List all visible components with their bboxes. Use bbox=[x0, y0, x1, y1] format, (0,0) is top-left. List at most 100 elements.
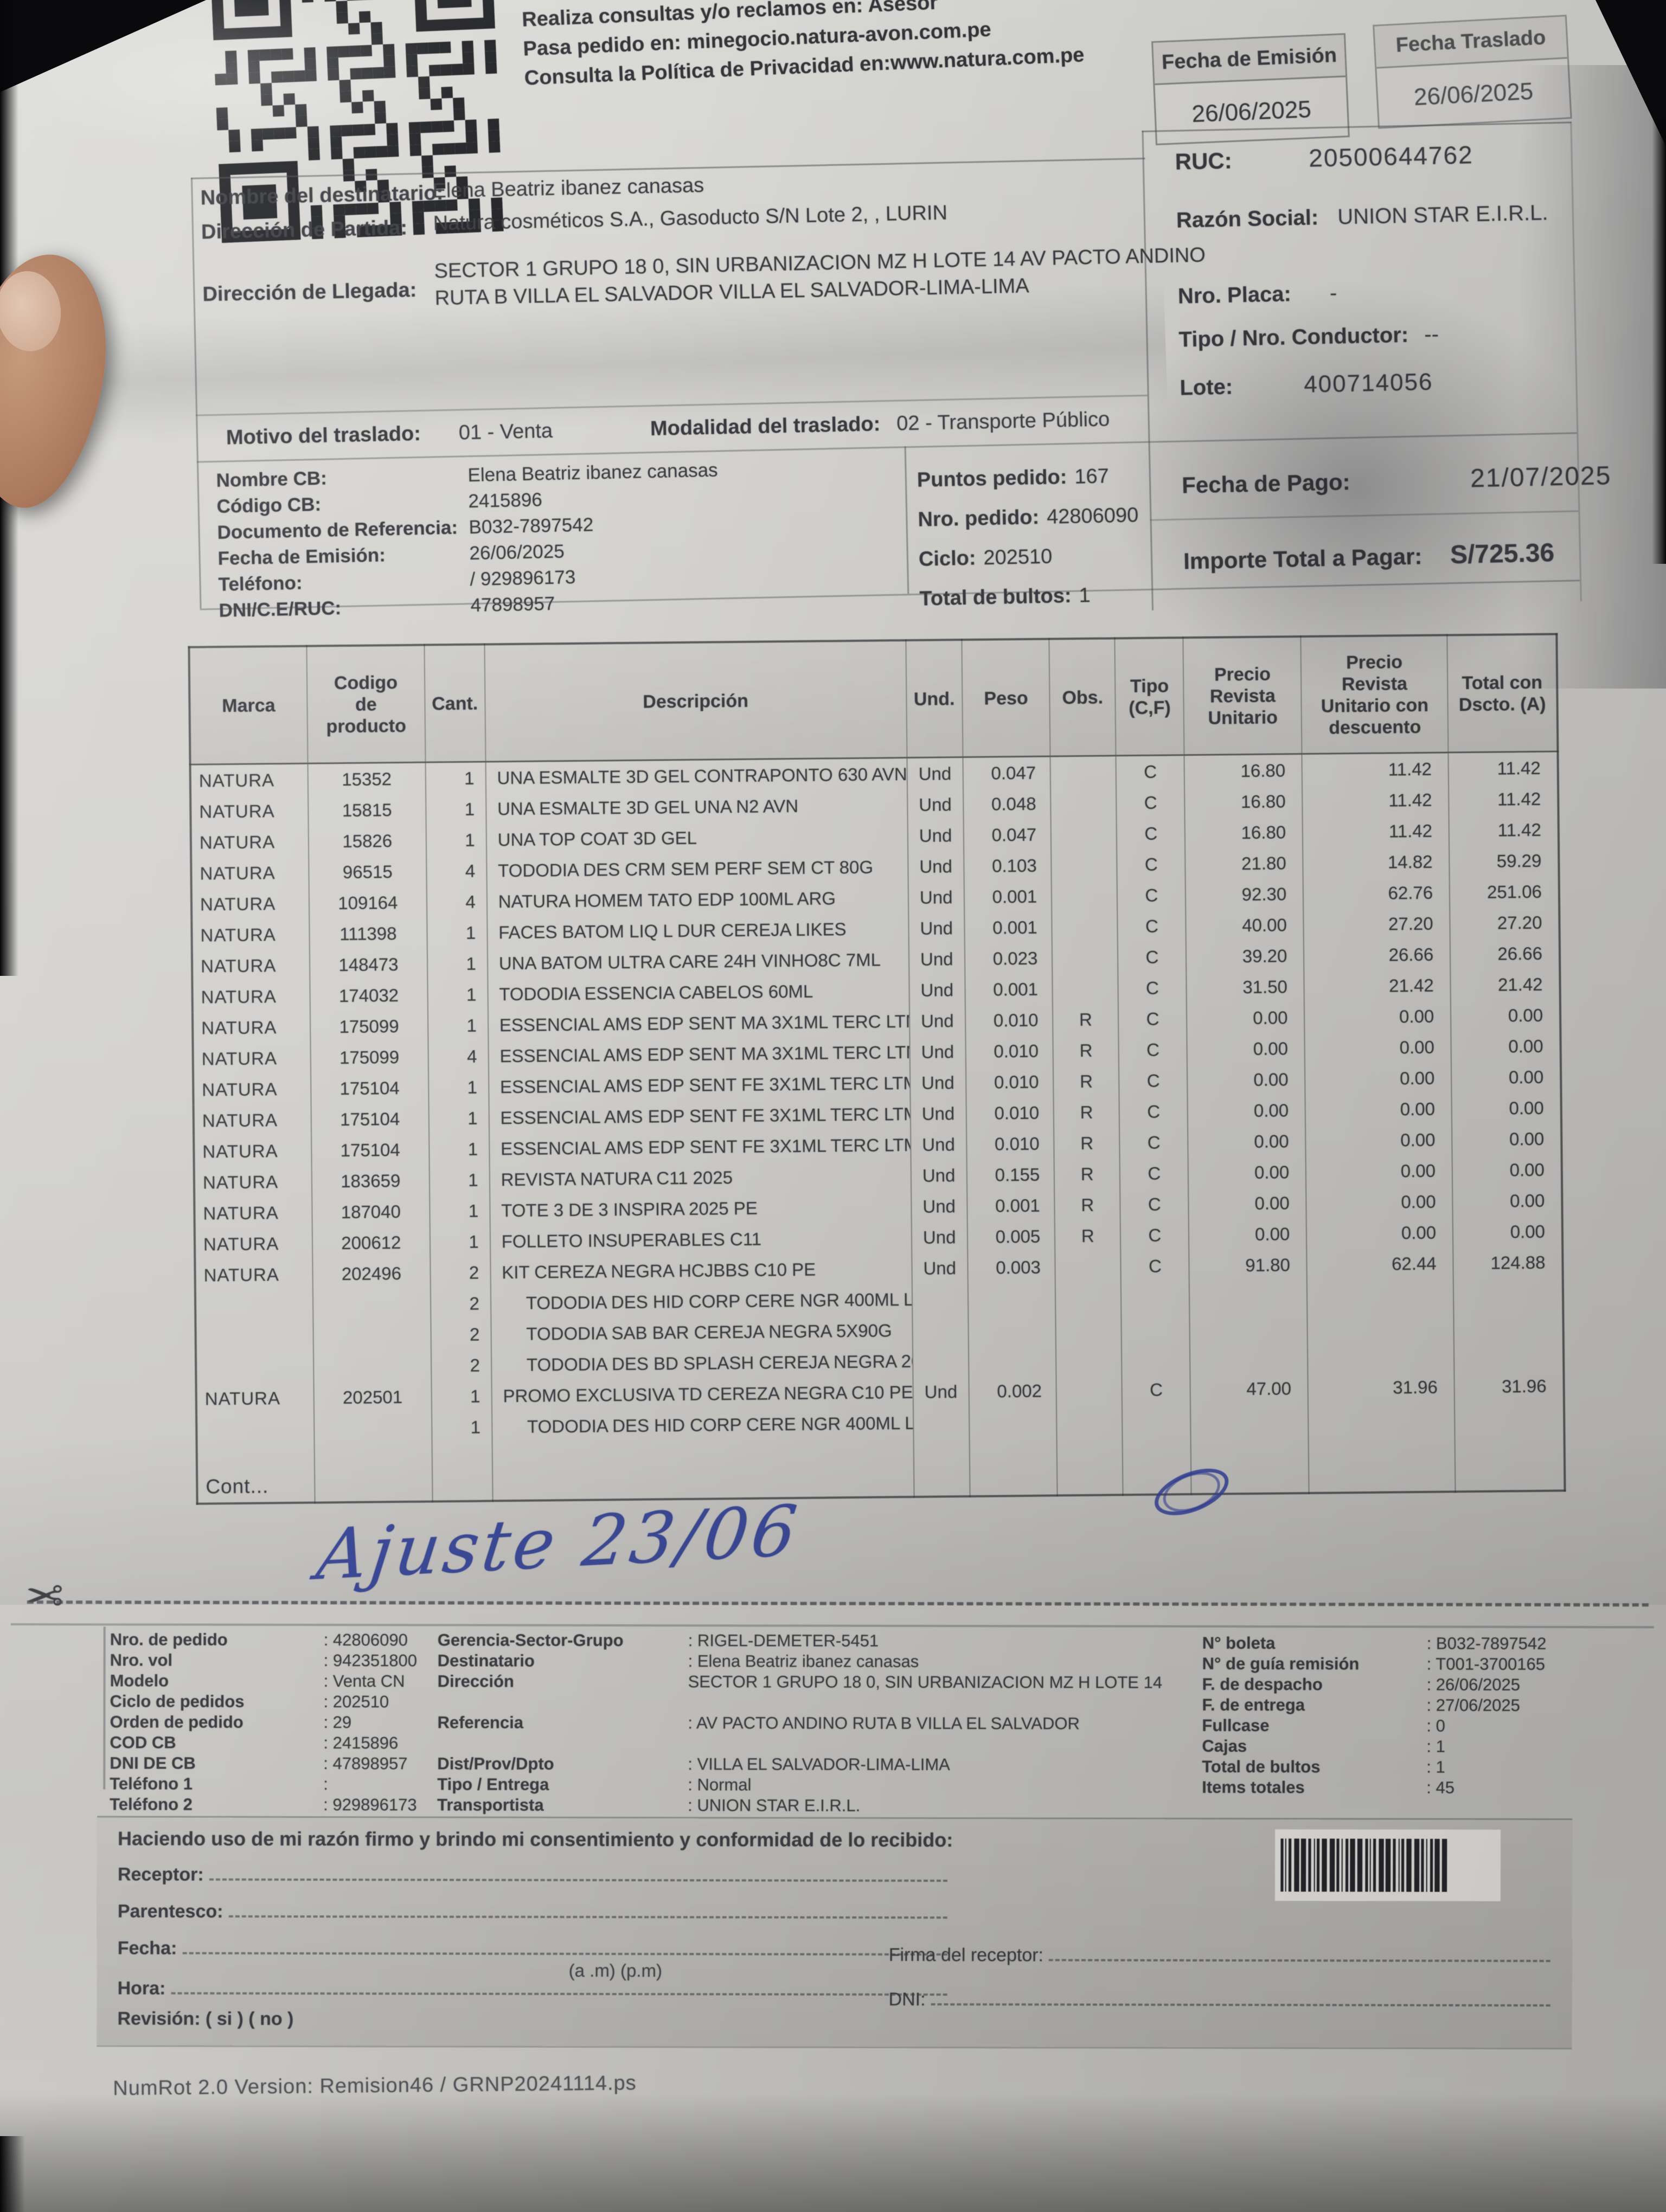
field-row: Teléfono 2 : 929896173 bbox=[110, 1794, 435, 1815]
field-label: Referencia bbox=[437, 1713, 524, 1732]
fill-line bbox=[171, 1976, 947, 1996]
receipt-block: Haciendo uso de mi razón firmo y brindo … bbox=[97, 1817, 1573, 2048]
field-value: : 26/06/2025 bbox=[1426, 1675, 1521, 1694]
field-row: Tipo / Entrega : Normal bbox=[437, 1774, 1196, 1796]
field-value: : 29 bbox=[323, 1713, 352, 1732]
dni-label: DNI: bbox=[888, 1989, 926, 2010]
field-row: COD CB : 2415896 bbox=[110, 1732, 435, 1753]
field-value: : UNION STAR E.I.R.L. bbox=[688, 1796, 861, 1815]
field-label: Transportista bbox=[437, 1795, 544, 1815]
sheet-edge-line bbox=[10, 1623, 1654, 1629]
fill-line bbox=[1049, 1943, 1550, 1962]
field-value: : 27/06/2025 bbox=[1426, 1695, 1520, 1715]
field-row: F. de despacho : 26/06/2025 bbox=[1202, 1674, 1571, 1695]
fill-line bbox=[209, 1862, 948, 1882]
field-value: : 42806090 bbox=[323, 1630, 408, 1650]
field-label: Gerencia-Sector-Grupo bbox=[437, 1630, 624, 1650]
field-row: Referencia : AV PACTO ANDINO RUTA B VILLA… bbox=[437, 1712, 1196, 1734]
summary-column-docs: N° boleta: B032-7897542 N° de guía remisi… bbox=[1202, 1633, 1571, 1798]
field-row bbox=[437, 1733, 1196, 1754]
field-label: N° boleta bbox=[1202, 1633, 1276, 1653]
field-value: : B032-7897542 bbox=[1426, 1634, 1547, 1653]
field-value: : 0 bbox=[1426, 1716, 1445, 1735]
field-label: Orden de pedido bbox=[110, 1712, 244, 1732]
field-label: F. de despacho bbox=[1202, 1674, 1323, 1694]
field-label: Ciclo de pedidos bbox=[110, 1692, 245, 1711]
field-value: : 1 bbox=[1426, 1737, 1445, 1756]
fill-line bbox=[228, 1899, 947, 1919]
field-value: : 942351800 bbox=[323, 1651, 418, 1670]
barcode-icon bbox=[1274, 1829, 1501, 1901]
field-label: Modelo bbox=[110, 1671, 169, 1690]
field-row: N° boleta : B032-7897542 bbox=[1202, 1633, 1571, 1654]
field-label: Dirección bbox=[437, 1671, 514, 1691]
field-row: Dist/Prov/Dpto: VILLA EL SALVADOR-LIMA-L… bbox=[437, 1753, 1196, 1775]
field-value: : 45 bbox=[1426, 1778, 1454, 1797]
field-label: DNI DE CB bbox=[110, 1753, 196, 1773]
field-row: Ciclo de pedidos : 202510 bbox=[110, 1691, 435, 1712]
field-label: Destinatario bbox=[437, 1651, 535, 1670]
field-value: : AV PACTO ANDINO RUTA B VILLA EL SALVAD… bbox=[688, 1713, 1080, 1733]
firma-field: Firma del receptor: bbox=[889, 1943, 1550, 1967]
field-row: Total de bultos : 1 bbox=[1202, 1757, 1571, 1778]
field-row: Cajas : 1 bbox=[1202, 1736, 1571, 1757]
field-label: Teléfono 1 bbox=[110, 1774, 193, 1793]
field-row: Teléfono 1: bbox=[110, 1773, 435, 1795]
fecha-label: Fecha: bbox=[117, 1938, 177, 1959]
field-label: Total de bultos bbox=[1202, 1757, 1321, 1777]
field-row: Modelo: Venta CN bbox=[110, 1670, 435, 1692]
field-value: : Normal bbox=[688, 1775, 752, 1795]
field-label: COD CB bbox=[110, 1733, 176, 1752]
consent-text: Haciendo uso de mi razón firmo y brindo … bbox=[118, 1827, 953, 1851]
summary-left-border bbox=[103, 1626, 106, 1790]
field-row: Nro. de pedido : 42806090 bbox=[110, 1629, 435, 1650]
field-value: : T001-3700165 bbox=[1426, 1654, 1546, 1674]
field-row: Orden de pedido : 29 bbox=[110, 1712, 435, 1733]
cut-dashed-line bbox=[27, 1600, 1649, 1607]
field-label: Items totales bbox=[1202, 1777, 1305, 1797]
scissors-icon: ✂ bbox=[25, 1571, 64, 1622]
revision-text: Revisión: ( si ) ( no ) bbox=[117, 2008, 294, 2029]
field-label: Nro. vol bbox=[110, 1650, 173, 1670]
field-value: : 929896173 bbox=[323, 1795, 417, 1815]
firma-label: Firma del receptor: bbox=[888, 1944, 1044, 1966]
handwritten-note: Ajuste 23/06 bbox=[312, 1490, 804, 1596]
field-value: : 1 bbox=[1426, 1757, 1445, 1777]
field-label: N° de guía remisión bbox=[1202, 1654, 1360, 1674]
field-row: Gerencia-Sector-Grupo : RIGEL-DEMETER-545… bbox=[438, 1630, 1197, 1651]
field-value: : Elena Beatriz ibanez canasas bbox=[688, 1651, 919, 1671]
field-value: : 47898957 bbox=[323, 1754, 408, 1773]
version-footer: NumRot 2.0 Version: Remision46 / GRNP202… bbox=[113, 2072, 637, 2100]
field-value: : 202510 bbox=[323, 1692, 389, 1712]
field-label: F. de entrega bbox=[1202, 1695, 1305, 1715]
dni-field: DNI: bbox=[889, 1987, 1550, 2011]
field-label: Tipo / Entrega bbox=[437, 1774, 549, 1794]
field-label: Nro. de pedido bbox=[110, 1630, 228, 1649]
summary-column-delivery: Gerencia-Sector-Grupo : RIGEL-DEMETER-545… bbox=[437, 1630, 1197, 1816]
field-row: Nro. vol : 942351800 bbox=[110, 1650, 435, 1671]
receptor-field: Receptor: bbox=[118, 1862, 948, 1887]
field-value: : bbox=[323, 1774, 328, 1794]
parentesco-field: Parentesco: bbox=[118, 1899, 947, 1924]
field-value: : RIGEL-DEMETER-5451 bbox=[688, 1631, 879, 1650]
parentesco-label: Parentesco: bbox=[117, 1901, 223, 1922]
field-row: Dirección SECTOR 1 GRUPO 18 0, SIN URBANI… bbox=[438, 1671, 1197, 1693]
hora-field: Hora: bbox=[118, 1976, 947, 2001]
field-label: Cajas bbox=[1202, 1736, 1247, 1756]
field-label: Dist/Prov/Dpto bbox=[437, 1754, 554, 1773]
header-section: Realiza consultas y/o reclamos en: Aseso… bbox=[0, 0, 1666, 325]
field-row: Transportista : UNION STAR E.I.R.L. bbox=[437, 1795, 1196, 1816]
field-row: Items totales : 45 bbox=[1202, 1777, 1571, 1798]
field-value: : 2415896 bbox=[323, 1733, 399, 1753]
field-label: Teléfono 2 bbox=[110, 1795, 193, 1814]
field-row: F. de entrega : 27/06/2025 bbox=[1202, 1695, 1571, 1716]
fecha-field: Fecha: bbox=[118, 1935, 947, 1960]
field-row: N° de guía remisión : T001-3700165 bbox=[1202, 1654, 1571, 1675]
field-row: DNI DE CB : 47898957 bbox=[110, 1753, 435, 1774]
hora-label: Hora: bbox=[117, 1978, 166, 1999]
fill-line bbox=[182, 1935, 947, 1956]
pen-scribble bbox=[1148, 1459, 1235, 1525]
summary-column-order: Nro. de pedido : 42806090 Nro. vol : 942351… bbox=[110, 1629, 435, 1815]
